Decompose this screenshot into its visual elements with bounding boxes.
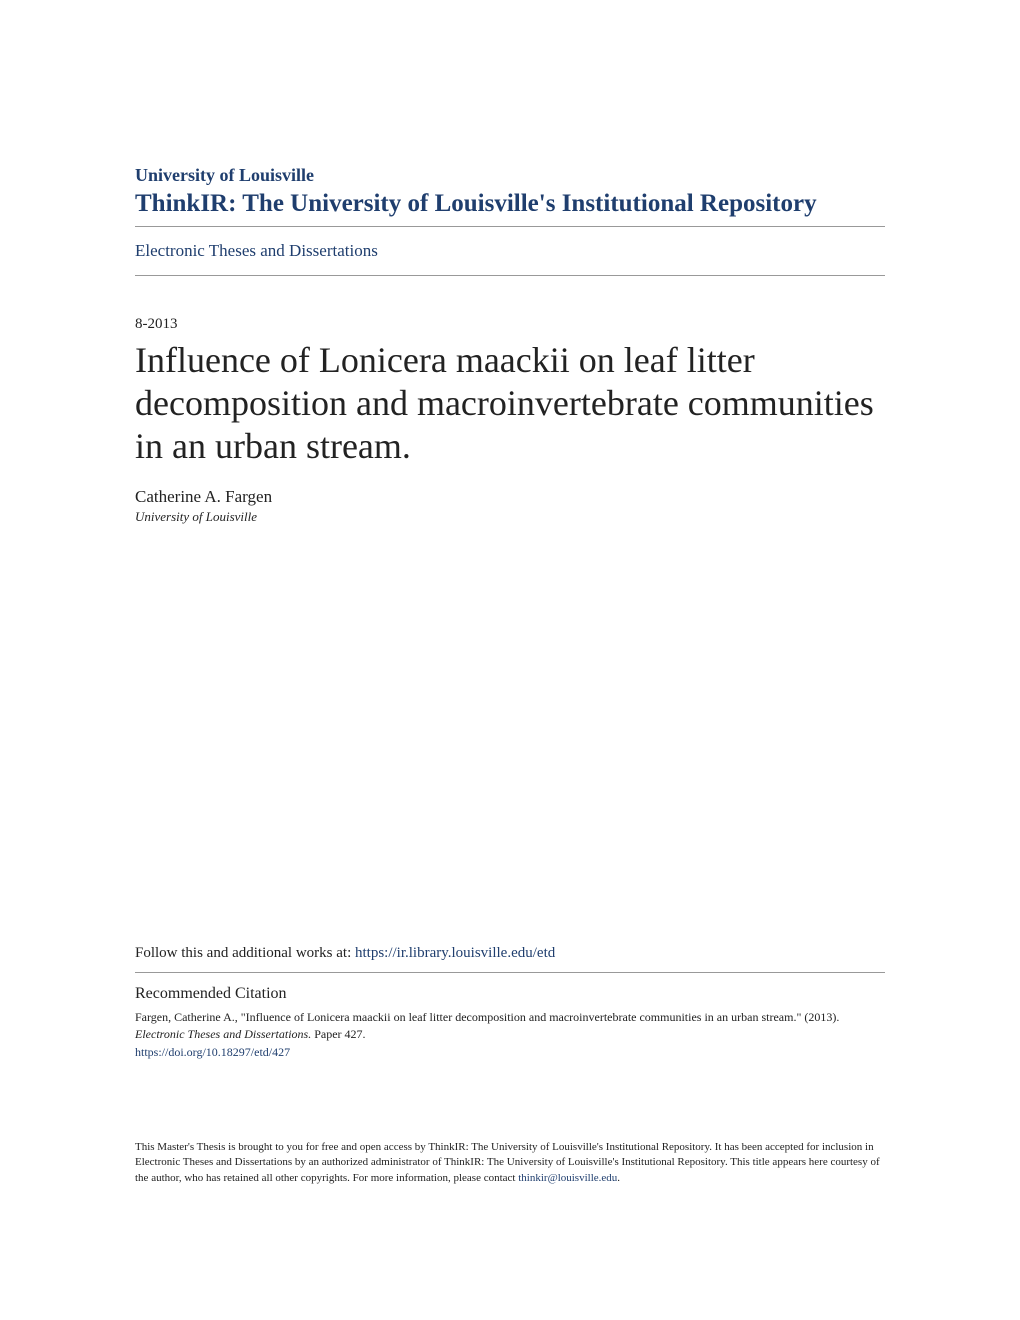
header-divider: [135, 226, 885, 227]
collection-divider: [135, 275, 885, 276]
follow-text: Follow this and additional works at:: [135, 945, 355, 961]
follow-divider: [135, 972, 885, 973]
follow-line: Follow this and additional works at: htt…: [135, 945, 885, 962]
publication-date: 8-2013: [135, 316, 885, 333]
collection-link[interactable]: Electronic Theses and Dissertations: [135, 241, 885, 261]
citation-paper: Paper 427.: [311, 1027, 365, 1041]
footer-notice: This Master's Thesis is brought to you f…: [135, 1140, 885, 1186]
university-name: University of Louisville: [135, 165, 885, 186]
follow-link[interactable]: https://ir.library.louisville.edu/etd: [355, 945, 555, 961]
author-name[interactable]: Catherine A. Fargen: [135, 487, 885, 507]
citation-heading: Recommended Citation: [135, 985, 885, 1003]
footer-period: .: [617, 1172, 620, 1184]
citation-text: Fargen, Catherine A., "Influence of Loni…: [135, 1009, 885, 1043]
author-affiliation: University of Louisville: [135, 509, 885, 525]
citation-body: Fargen, Catherine A., "Influence of Loni…: [135, 1010, 839, 1024]
contact-email-link[interactable]: thinkir@louisville.edu: [518, 1172, 617, 1184]
repository-title[interactable]: ThinkIR: The University of Louisville's …: [135, 190, 885, 218]
paper-title: Influence of Lonicera maackii on leaf li…: [135, 339, 885, 469]
footer-body: This Master's Thesis is brought to you f…: [135, 1141, 880, 1184]
doi-link[interactable]: https://doi.org/10.18297/etd/427: [135, 1045, 885, 1060]
citation-series: Electronic Theses and Dissertations.: [135, 1027, 311, 1041]
